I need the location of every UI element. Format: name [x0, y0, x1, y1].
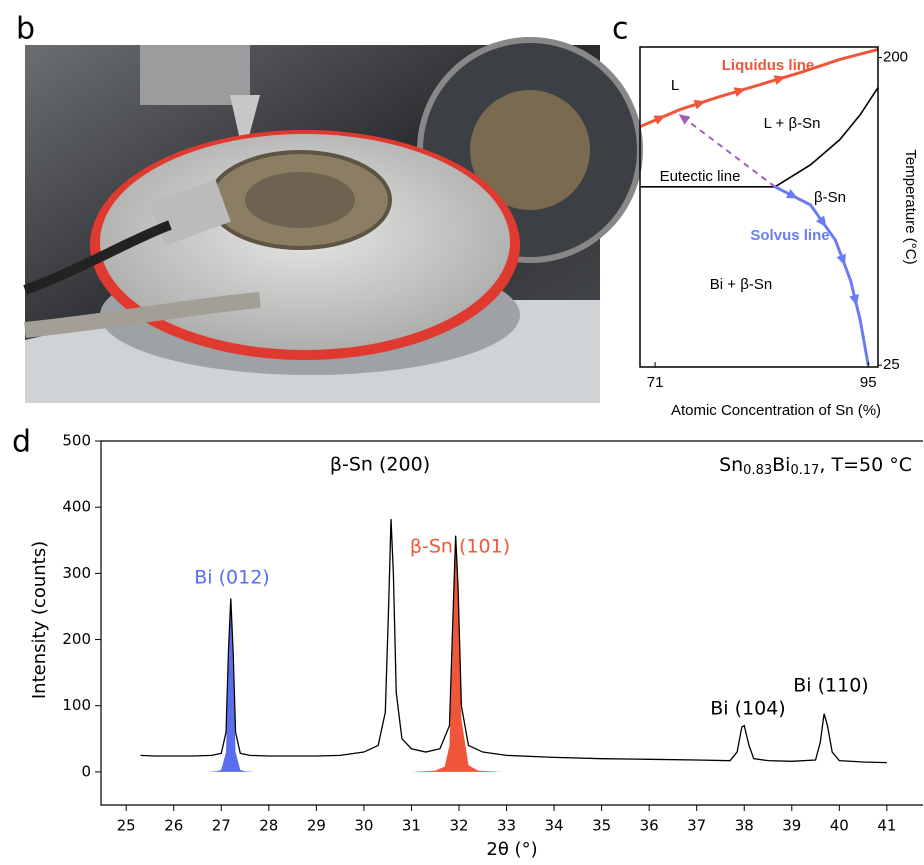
arrowhead	[849, 294, 860, 307]
x-tick-label: 35	[592, 817, 611, 835]
arrowhead	[733, 87, 746, 97]
x-axis-label: Atomic Concentration of Sn (%)	[671, 402, 881, 419]
phase-line	[682, 116, 776, 188]
x-tick-label: 41	[877, 817, 896, 835]
arrowhead	[836, 253, 846, 266]
x-tick-label: 34	[545, 817, 564, 835]
y-tick-label: 0	[81, 762, 91, 780]
y-tick-label: 25	[883, 356, 900, 373]
panel-label: c	[612, 12, 629, 47]
panel-label: b	[16, 12, 35, 47]
line-label: Eutectic line	[660, 168, 741, 185]
y-axis-label: Temperature (°C)	[902, 149, 919, 264]
x-tick-label: 32	[449, 817, 468, 835]
peak-label: β-Sn (101)	[410, 536, 510, 558]
x-tick-label: 39	[782, 817, 801, 835]
x-tick-label: 95	[860, 374, 877, 391]
peak-fill	[207, 599, 255, 772]
y-tick-label: 300	[62, 564, 91, 582]
pattern-line	[140, 519, 887, 764]
plot-frame	[100, 440, 923, 806]
x-tick-label: 37	[687, 817, 706, 835]
sample-label-part: , T=50 °C	[819, 454, 912, 476]
region-label: β-Sn	[814, 189, 846, 206]
x-tick-label: 28	[259, 817, 278, 835]
arrowhead	[786, 189, 799, 199]
y-tick-label: 100	[62, 696, 91, 714]
sample-label: Sn0.83Bi0.17, T=50 °C	[719, 454, 912, 478]
y-tick-label: 200	[883, 49, 908, 66]
x-tick-label: 36	[640, 817, 659, 835]
sample-label-part: Sn	[719, 454, 743, 476]
arrowhead	[815, 215, 827, 228]
arrowhead	[773, 75, 786, 85]
sample-label-part: Bi	[772, 454, 790, 476]
photo	[23, 37, 643, 403]
panel-label: d	[12, 425, 31, 460]
y-axis-label: Intensity (counts)	[29, 541, 50, 699]
x-tick-label: 33	[497, 817, 516, 835]
x-tick-label: 29	[307, 817, 326, 835]
region-label: L	[671, 77, 679, 94]
line-label: Liquidus line	[722, 57, 815, 74]
sample-label-part: 0.83	[743, 463, 772, 478]
x-axis-label: 2θ (°)	[486, 839, 537, 860]
peak-label: Bi (012)	[194, 567, 269, 589]
x-tick-label: 31	[402, 817, 421, 835]
arrowhead	[678, 114, 691, 125]
peak-fill	[411, 540, 502, 772]
region-label: Bi + β-Sn	[710, 276, 772, 293]
peak-label: Bi (110)	[793, 675, 868, 697]
y-tick-label: 200	[62, 630, 91, 648]
x-tick-label: 30	[354, 817, 373, 835]
x-tick-label: 26	[164, 817, 183, 835]
phase-line	[774, 87, 879, 188]
peak-label: β-Sn (200)	[330, 454, 430, 476]
arrowhead	[693, 99, 706, 110]
peak-label: Bi (104)	[710, 698, 785, 720]
line-label: Solvus line	[750, 227, 829, 244]
region-label: L + β-Sn	[764, 115, 821, 132]
phase-line	[774, 185, 870, 366]
x-tick-label: 38	[735, 817, 754, 835]
y-tick-label: 400	[62, 498, 91, 516]
x-tick-label: 40	[830, 817, 849, 835]
x-tick-label: 71	[647, 374, 664, 391]
sample-label-part: 0.17	[790, 463, 819, 478]
arrowhead	[653, 115, 666, 125]
phase-line	[639, 48, 879, 129]
y-tick-label: 500	[62, 432, 91, 450]
x-tick-label: 27	[212, 817, 231, 835]
plot-frame	[639, 46, 879, 368]
x-tick-label: 25	[117, 817, 136, 835]
